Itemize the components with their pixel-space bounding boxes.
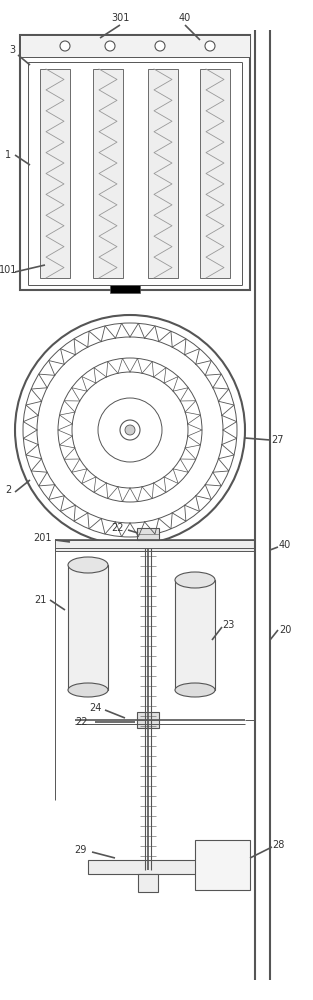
Bar — [148, 69, 178, 278]
Circle shape — [37, 337, 223, 523]
Text: 201: 201 — [33, 533, 51, 543]
Text: 2: 2 — [5, 485, 11, 495]
Bar — [138, 874, 158, 892]
Circle shape — [23, 323, 237, 537]
Ellipse shape — [175, 572, 215, 588]
Bar — [20, 35, 250, 290]
Bar — [137, 712, 159, 728]
Text: 21: 21 — [34, 595, 46, 605]
Circle shape — [15, 315, 245, 545]
Text: 24: 24 — [89, 703, 101, 713]
Circle shape — [105, 41, 115, 51]
Text: 28: 28 — [272, 840, 284, 850]
Text: 301: 301 — [111, 13, 129, 23]
Bar — [110, 285, 140, 293]
Bar — [20, 35, 250, 57]
Bar — [40, 69, 70, 278]
Text: 22: 22 — [112, 523, 124, 533]
Bar — [137, 528, 159, 540]
Circle shape — [98, 398, 162, 462]
Text: 40: 40 — [279, 540, 291, 550]
Bar — [55, 540, 255, 551]
Text: 40: 40 — [179, 13, 191, 23]
Text: 3: 3 — [9, 45, 15, 55]
Circle shape — [58, 358, 202, 502]
Bar — [200, 69, 230, 278]
Text: 27: 27 — [272, 435, 284, 445]
Text: 101: 101 — [0, 265, 17, 275]
Bar — [68, 565, 108, 690]
Circle shape — [60, 41, 70, 51]
Ellipse shape — [68, 557, 108, 573]
Circle shape — [155, 41, 165, 51]
Ellipse shape — [175, 683, 215, 697]
Bar — [195, 840, 250, 890]
Circle shape — [120, 420, 140, 440]
Circle shape — [72, 372, 188, 488]
Circle shape — [125, 425, 135, 435]
Ellipse shape — [68, 683, 108, 697]
Text: 29: 29 — [74, 845, 86, 855]
Bar — [88, 860, 208, 874]
Bar — [93, 69, 123, 278]
Text: 22: 22 — [76, 717, 88, 727]
Bar — [175, 580, 215, 690]
Text: 20: 20 — [279, 625, 291, 635]
Circle shape — [205, 41, 215, 51]
Text: 23: 23 — [222, 620, 234, 630]
Text: 1: 1 — [5, 150, 11, 160]
